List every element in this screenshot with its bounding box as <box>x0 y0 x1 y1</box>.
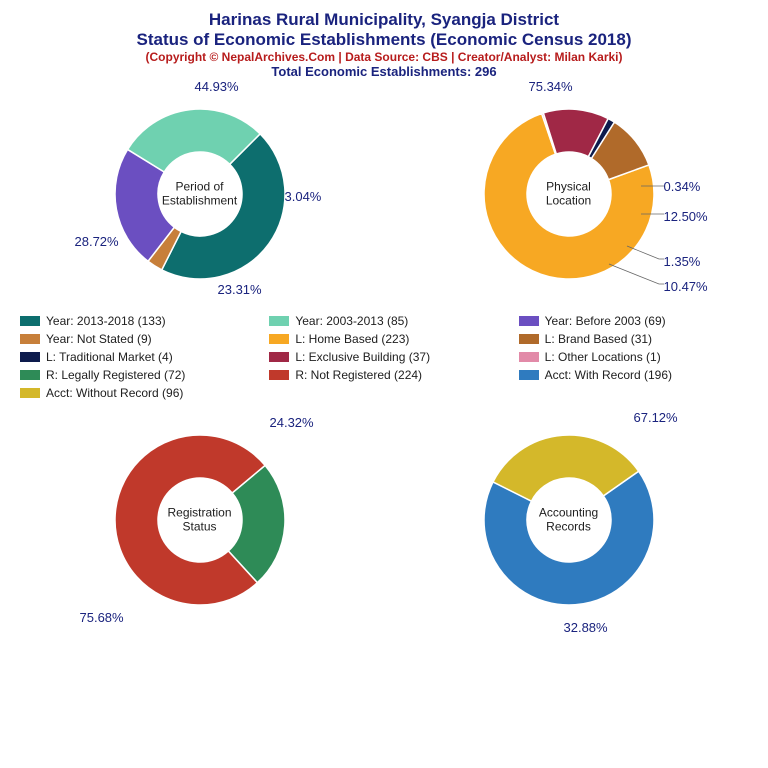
pct-label: 23.31% <box>218 282 262 297</box>
legend-swatch <box>269 352 289 362</box>
legend-swatch <box>269 316 289 326</box>
slice-with_record <box>484 471 654 605</box>
donut-center-label: Accounting Records <box>529 506 609 535</box>
title-line-2: Status of Economic Establishments (Econo… <box>20 30 748 50</box>
legend-item: L: Brand Based (31) <box>519 332 748 346</box>
legend-label: L: Exclusive Building (37) <box>295 350 430 364</box>
legend-swatch <box>20 388 40 398</box>
pct-label: 10.47% <box>664 279 708 294</box>
chart-location: Physical Location75.34%0.34%12.50%1.35%1… <box>389 94 748 294</box>
pct-label: 44.93% <box>195 79 239 94</box>
pct-label: 75.34% <box>529 79 573 94</box>
legend-label: Year: 2003-2013 (85) <box>295 314 408 328</box>
legend-item: Year: 2013-2018 (133) <box>20 314 249 328</box>
legend-swatch <box>20 370 40 380</box>
pct-label: 12.50% <box>664 209 708 224</box>
legend-swatch <box>519 316 539 326</box>
legend-label: R: Not Registered (224) <box>295 368 422 382</box>
legend-label: Year: 2013-2018 (133) <box>46 314 166 328</box>
donut-center-label: Period of Establishment <box>160 180 240 209</box>
legend-swatch <box>519 334 539 344</box>
legend-item: Year: Not Stated (9) <box>20 332 249 346</box>
legend-label: Acct: Without Record (96) <box>46 386 183 400</box>
legend-item: L: Exclusive Building (37) <box>269 350 498 364</box>
pct-label: 28.72% <box>75 234 119 249</box>
legend-swatch <box>519 352 539 362</box>
legend-label: Acct: With Record (196) <box>545 368 672 382</box>
legend-label: L: Brand Based (31) <box>545 332 652 346</box>
title-line-1: Harinas Rural Municipality, Syangja Dist… <box>20 10 748 30</box>
legend-label: Year: Not Stated (9) <box>46 332 152 346</box>
legend-item: Year: Before 2003 (69) <box>519 314 748 328</box>
legend-label: Year: Before 2003 (69) <box>545 314 666 328</box>
legend-label: R: Legally Registered (72) <box>46 368 185 382</box>
leader-line <box>609 264 664 284</box>
legend-item: Year: 2003-2013 (85) <box>269 314 498 328</box>
legend-swatch <box>269 370 289 380</box>
pct-label: 32.88% <box>564 620 608 635</box>
legend-item: Acct: With Record (196) <box>519 368 748 382</box>
legend-item: Acct: Without Record (96) <box>20 386 249 400</box>
legend: Year: 2013-2018 (133) Year: 2003-2013 (85… <box>20 304 748 410</box>
title-block: Harinas Rural Municipality, Syangja Dist… <box>20 10 748 79</box>
donut-center-label: Registration Status <box>160 506 240 535</box>
legend-swatch <box>269 334 289 344</box>
copyright-line: (Copyright © NepalArchives.Com | Data So… <box>20 50 748 64</box>
legend-item: R: Not Registered (224) <box>269 368 498 382</box>
legend-label: L: Other Locations (1) <box>545 350 661 364</box>
chart-accounting: Accounting Records67.12%32.88% <box>389 420 748 620</box>
pct-label: 75.68% <box>80 610 124 625</box>
donut-center-label: Physical Location <box>529 180 609 209</box>
legend-swatch <box>20 334 40 344</box>
legend-item: R: Legally Registered (72) <box>20 368 249 382</box>
total-line: Total Economic Establishments: 296 <box>20 64 748 79</box>
chart-registration: Registration Status24.32%75.68% <box>20 420 379 620</box>
pct-label: 0.34% <box>664 179 701 194</box>
leader-line <box>627 246 664 259</box>
chart-period: Period of Establishment44.93%3.04%23.31%… <box>20 94 379 294</box>
legend-swatch <box>20 352 40 362</box>
pct-label: 67.12% <box>634 410 678 425</box>
pct-label: 3.04% <box>285 189 322 204</box>
pct-label: 24.32% <box>270 415 314 430</box>
legend-item: L: Traditional Market (4) <box>20 350 249 364</box>
pct-label: 1.35% <box>664 254 701 269</box>
legend-swatch <box>519 370 539 380</box>
legend-swatch <box>20 316 40 326</box>
legend-item: L: Other Locations (1) <box>519 350 748 364</box>
legend-label: L: Home Based (223) <box>295 332 409 346</box>
charts-grid: Period of Establishment44.93%3.04%23.31%… <box>20 94 748 620</box>
legend-item: L: Home Based (223) <box>269 332 498 346</box>
legend-label: L: Traditional Market (4) <box>46 350 173 364</box>
